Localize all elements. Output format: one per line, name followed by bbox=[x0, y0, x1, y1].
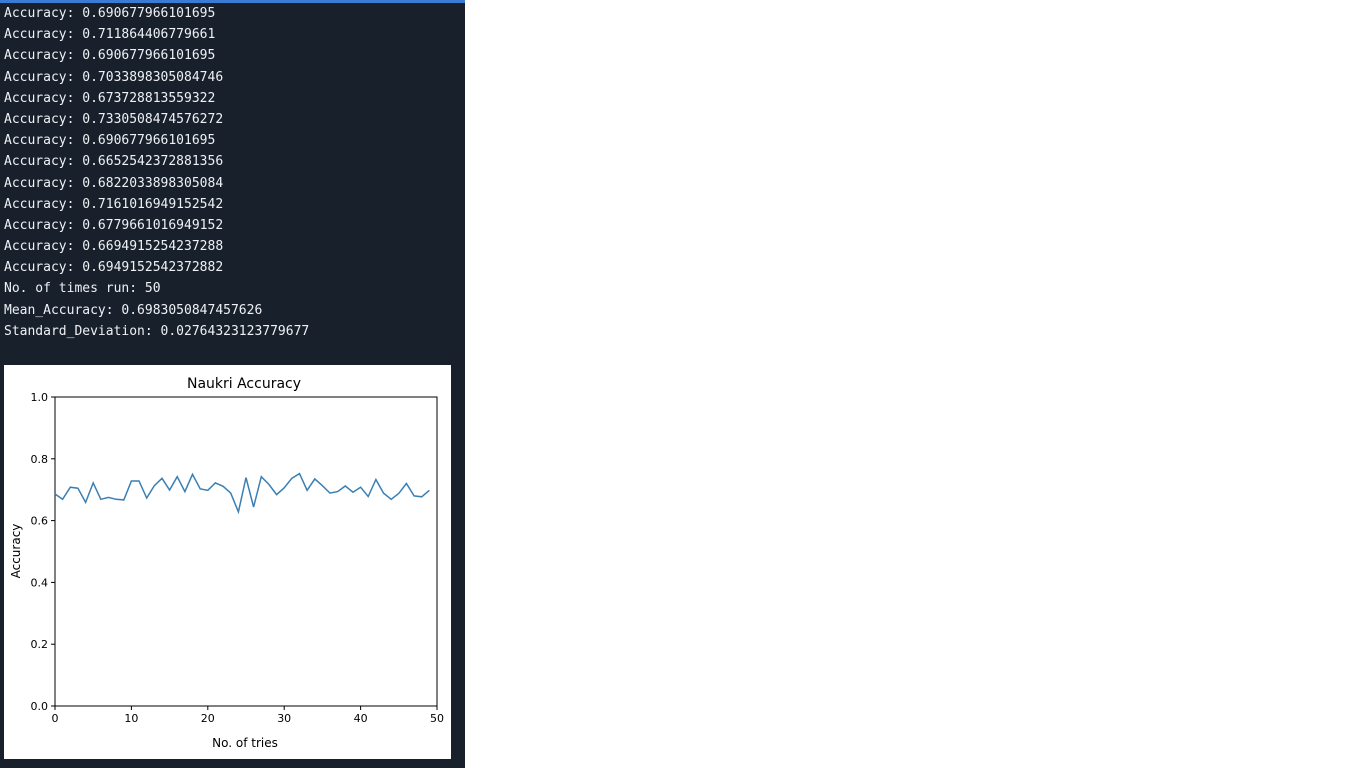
y-tick-label: 0.4 bbox=[31, 576, 49, 589]
console-line: Accuracy: 0.711864406779661 bbox=[4, 27, 216, 43]
y-tick-label: 0.8 bbox=[31, 453, 49, 466]
console-line: Accuracy: 0.6694915254237288 bbox=[4, 239, 224, 255]
console-line: Accuracy: 0.690677966101695 bbox=[4, 6, 216, 21]
console-line: Accuracy: 0.6779661016949152 bbox=[4, 217, 224, 233]
x-tick-label: 40 bbox=[354, 712, 368, 725]
y-axis-title: Accuracy bbox=[9, 524, 23, 579]
accuracy-line-chart: Naukri Accuracy 0.0 0.2 0.4 0.6 0.8 1.0 0 10 20… bbox=[9, 376, 444, 750]
console-line: No. of times run: 50 bbox=[4, 281, 161, 297]
y-axis: 0.0 0.2 0.4 0.6 0.8 1.0 bbox=[31, 391, 55, 713]
console-line: Accuracy: 0.690677966101695 bbox=[4, 48, 216, 64]
y-tick-label: 1.0 bbox=[31, 391, 49, 404]
console-line: Accuracy: 0.690677966101695 bbox=[4, 133, 216, 149]
accuracy-series-line bbox=[54, 472, 430, 515]
x-tick-label: 30 bbox=[277, 712, 291, 725]
x-axis: 0 10 20 30 40 50 bbox=[52, 706, 444, 725]
console-line: Accuracy: 0.7330508474576272 bbox=[4, 111, 224, 127]
console-line: Accuracy: 0.6652542372881356 bbox=[4, 154, 224, 170]
x-tick-label: 20 bbox=[201, 712, 215, 725]
console-line: Mean_Accuracy: 0.6983050847457626 bbox=[4, 302, 263, 318]
x-tick-label: 10 bbox=[124, 712, 138, 725]
console-line: Accuracy: 0.7033898305084746 bbox=[4, 69, 224, 85]
console-line: Standard_Deviation: 0.02764323123779677 bbox=[4, 323, 310, 339]
x-tick-label: 0 bbox=[52, 712, 59, 725]
chart-title: Naukri Accuracy bbox=[187, 376, 301, 392]
y-tick-label: 0.2 bbox=[31, 638, 49, 651]
x-axis-title: No. of tries bbox=[212, 736, 278, 750]
plot-area-frame bbox=[54, 396, 438, 707]
y-tick-label: 0.6 bbox=[31, 515, 49, 528]
plot-output: Naukri Accuracy 0.0 0.2 0.4 0.6 0.8 1.0 0 10 20… bbox=[4, 365, 451, 759]
console-line: Accuracy: 0.6949152542372882 bbox=[4, 260, 224, 276]
y-tick-label: 0.0 bbox=[31, 700, 49, 713]
console-line: Accuracy: 0.673728813559322 bbox=[4, 90, 216, 106]
console-line: Accuracy: 0.7161016949152542 bbox=[4, 196, 224, 212]
terminal-output-panel: Accuracy: 0.690677966101695 Accuracy: 0.7… bbox=[0, 0, 465, 768]
console-line: Accuracy: 0.6822033898305084 bbox=[4, 175, 224, 191]
console-output: Accuracy: 0.690677966101695 Accuracy: 0.7… bbox=[4, 3, 309, 342]
x-tick-label: 50 bbox=[430, 712, 444, 725]
